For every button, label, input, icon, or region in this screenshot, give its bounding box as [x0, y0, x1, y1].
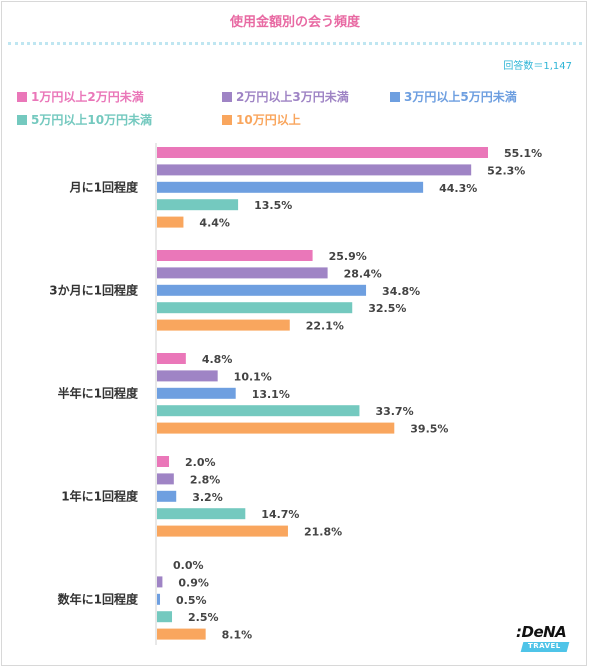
data-label: 34.8% — [382, 285, 420, 298]
legend-label: 10万円以上 — [236, 113, 301, 127]
legend-item-4: 10万円以上 — [222, 111, 301, 128]
bar — [157, 164, 472, 176]
bar — [157, 147, 488, 158]
dena-travel-logo: :DeNA TRAVEL — [514, 623, 576, 653]
bar — [157, 353, 186, 364]
respondents-count: 回答数＝1,147 — [503, 61, 572, 72]
legend-label: 2万円以上3万円未満 — [236, 90, 349, 104]
bar — [157, 490, 177, 502]
legend-swatch — [222, 91, 232, 102]
data-label: 44.3% — [439, 182, 477, 195]
data-label: 39.5% — [410, 423, 448, 436]
bar — [157, 525, 288, 537]
bar — [157, 250, 313, 261]
legend-item-1: 2万円以上3万円未満 — [222, 88, 349, 105]
bar — [157, 199, 239, 211]
bar — [157, 216, 184, 228]
dotted-divider — [8, 42, 582, 45]
data-label: 22.1% — [306, 320, 344, 333]
data-label: 8.1% — [222, 629, 253, 642]
legend-item-2: 3万円以上5万円未満 — [390, 88, 517, 105]
bar — [157, 387, 236, 399]
category-label: 月に1回程度 — [69, 179, 139, 194]
legend-item-3: 5万円以上10万円未満 — [17, 111, 152, 128]
bar — [157, 593, 161, 605]
data-label: 4.8% — [202, 353, 233, 366]
bar — [157, 370, 218, 382]
data-label: 55.1% — [504, 147, 542, 160]
data-label: 32.5% — [368, 302, 406, 315]
data-label: 52.3% — [487, 164, 525, 177]
bar — [157, 576, 163, 588]
data-label: 2.5% — [188, 611, 219, 624]
data-label: 0.0% — [173, 559, 204, 572]
data-label: 2.0% — [185, 456, 216, 469]
bar — [157, 284, 367, 296]
data-label: 2.8% — [190, 473, 221, 486]
data-label: 0.5% — [176, 594, 207, 607]
legend: 1万円以上2万円未満 2万円以上3万円未満 3万円以上5万円未満 5万円以上10万円未… — [0, 0, 590, 140]
legend-label: 3万円以上5万円未満 — [404, 90, 517, 104]
logo-brand: :DeNA — [516, 623, 567, 641]
legend-swatch — [17, 114, 27, 125]
category-label: 数年に1回程度 — [58, 591, 139, 606]
chart-title: 使用金額別の会う頻度 — [229, 15, 360, 30]
category-label: 半年に1回程度 — [58, 385, 139, 400]
legend-label: 1万円以上2万円未満 — [31, 90, 144, 104]
bar — [157, 319, 290, 331]
data-label: 3.2% — [192, 491, 223, 504]
legend-label: 5万円以上10万円未満 — [31, 113, 153, 127]
data-label: 13.1% — [252, 388, 290, 401]
bar — [157, 181, 424, 193]
legend-item-0: 1万円以上2万円未満 — [17, 88, 144, 105]
legend-swatch — [390, 91, 400, 102]
data-label: 4.4% — [199, 217, 230, 230]
data-label: 21.8% — [304, 526, 342, 539]
legend-swatch — [17, 91, 27, 102]
category-label: 1年に1回程度 — [61, 488, 139, 503]
data-label: 33.7% — [375, 405, 413, 418]
bar — [157, 611, 173, 623]
data-label: 14.7% — [261, 508, 299, 521]
bar — [157, 405, 360, 417]
bar — [157, 456, 170, 467]
bar — [157, 422, 395, 434]
category-label: 3か月に1回程度 — [49, 282, 139, 297]
bar — [157, 628, 206, 640]
bar — [157, 508, 246, 520]
data-label: 13.5% — [254, 199, 292, 212]
bar — [157, 302, 353, 314]
legend-swatch — [222, 114, 232, 125]
data-label: 10.1% — [234, 370, 272, 383]
data-label: 25.9% — [329, 250, 367, 263]
logo-sub: TRAVEL — [528, 642, 561, 650]
data-label: 28.4% — [344, 267, 382, 280]
data-label: 0.9% — [178, 576, 209, 589]
bar — [157, 473, 174, 485]
bar — [157, 267, 328, 279]
